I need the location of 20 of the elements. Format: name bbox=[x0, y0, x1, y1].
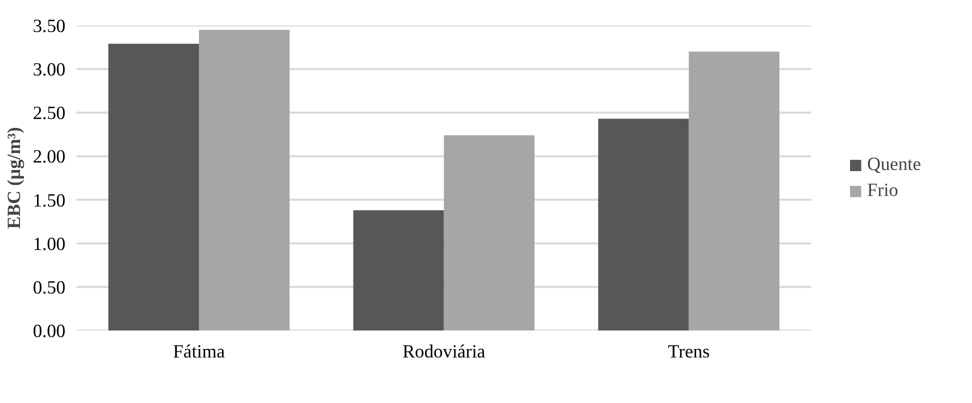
x-tick-label: Trens bbox=[668, 342, 710, 362]
y-tick-label: 3.00 bbox=[32, 60, 66, 81]
y-tick-label: 1.00 bbox=[32, 234, 66, 255]
bar bbox=[353, 210, 444, 330]
bar bbox=[198, 30, 290, 330]
bar bbox=[688, 52, 780, 330]
y-tick-label: 0.50 bbox=[32, 277, 66, 298]
bar bbox=[444, 135, 535, 330]
bar bbox=[598, 118, 689, 330]
y-tick-label: 1.50 bbox=[32, 190, 66, 212]
y-tick-label: 3.50 bbox=[32, 16, 66, 37]
x-tick-label: Rodoviária bbox=[402, 342, 486, 362]
legend-label: Quente bbox=[867, 154, 921, 176]
y-tick-label: 2.50 bbox=[32, 103, 66, 124]
y-tick-label: 2.00 bbox=[32, 146, 66, 168]
y-axis-title: EBC (µg/m³) bbox=[4, 127, 25, 229]
y-tick-label: 0.00 bbox=[32, 321, 66, 342]
legend-label: Frio bbox=[867, 180, 898, 202]
bar bbox=[108, 44, 199, 330]
x-tick-label: Fátima bbox=[173, 342, 226, 362]
